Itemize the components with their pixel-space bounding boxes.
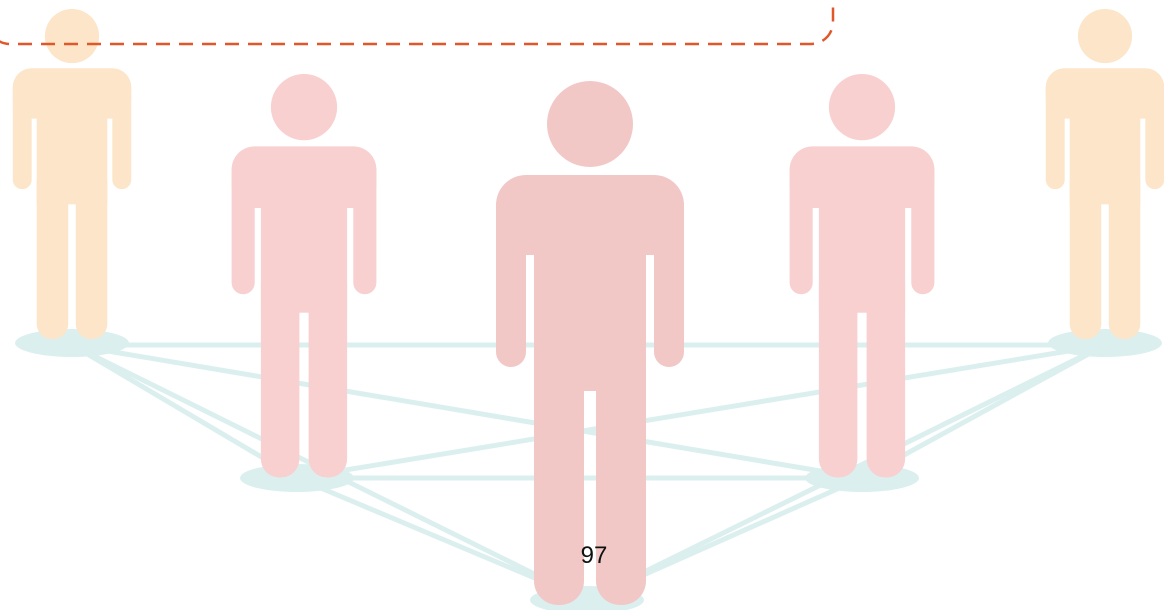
person-right-far [1045,9,1164,340]
person-center [496,81,684,605]
person-left-far [12,9,132,340]
person-right [789,74,935,478]
page-number: 97 [581,542,608,569]
dashed-callout [0,0,835,46]
person-left [231,74,377,478]
